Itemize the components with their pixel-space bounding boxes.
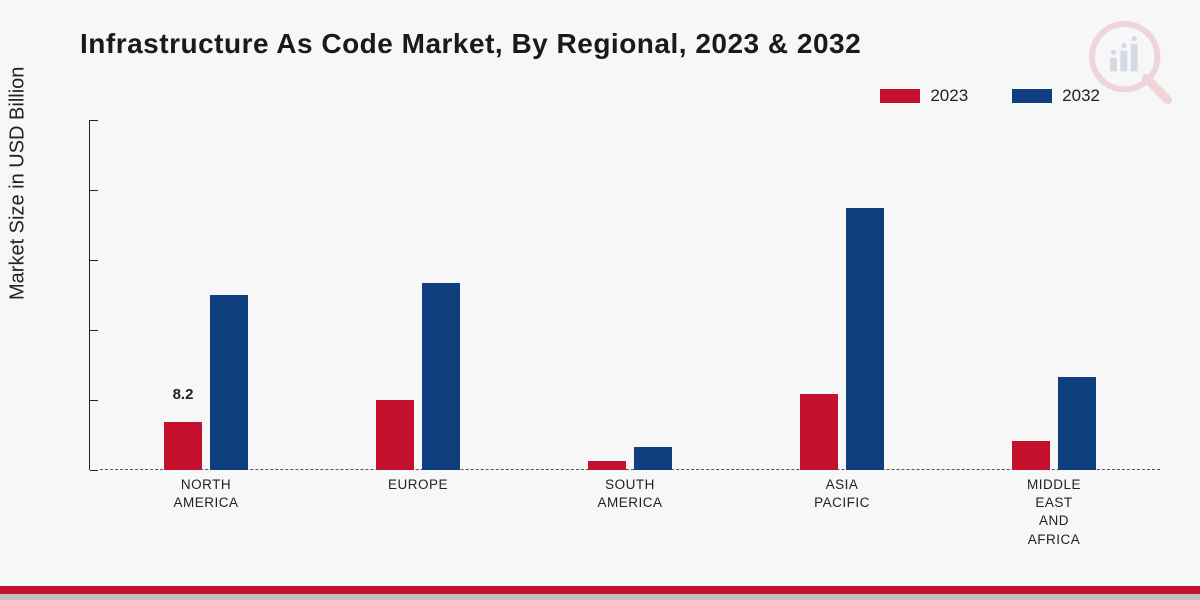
legend-label-2032: 2032 [1062, 86, 1100, 106]
y-axis-line [89, 120, 90, 470]
x-axis-category-label: NORTH AMERICA [173, 476, 238, 512]
legend-item-2032: 2032 [1012, 86, 1100, 106]
legend-item-2023: 2023 [880, 86, 968, 106]
bar [634, 447, 672, 470]
legend: 2023 2032 [880, 86, 1100, 106]
bar [164, 422, 202, 470]
bar [422, 283, 460, 470]
legend-label-2023: 2023 [930, 86, 968, 106]
bar [846, 208, 884, 471]
y-tick [90, 190, 98, 191]
y-tick [90, 400, 98, 401]
bar [1012, 441, 1050, 470]
bar [1058, 377, 1096, 470]
bar-group [1012, 377, 1096, 470]
y-tick [90, 260, 98, 261]
bar-group [164, 295, 248, 470]
chart-canvas: Infrastructure As Code Market, By Region… [0, 0, 1200, 600]
chart-title: Infrastructure As Code Market, By Region… [80, 28, 861, 60]
legend-swatch-2032 [1012, 89, 1052, 103]
bar-group [588, 447, 672, 470]
bar-group [800, 208, 884, 471]
footer-red-stripe [0, 586, 1200, 594]
bar-group [376, 283, 460, 470]
bar [800, 394, 838, 470]
y-tick [90, 120, 98, 121]
legend-swatch-2023 [880, 89, 920, 103]
bar [210, 295, 248, 470]
x-axis-category-label: SOUTH AMERICA [597, 476, 662, 512]
y-tick [90, 470, 98, 471]
plot-area: 8.2 [100, 120, 1160, 470]
y-tick [90, 330, 98, 331]
bar [376, 400, 414, 470]
y-axis-ticks [58, 120, 98, 470]
footer-grey-stripe [0, 594, 1200, 600]
x-axis-category-label: MIDDLE EAST AND AFRICA [1027, 476, 1081, 549]
bar [588, 461, 626, 470]
x-axis-category-label: ASIA PACIFIC [814, 476, 870, 512]
y-axis-label: Market Size in USD Billion [7, 67, 30, 300]
x-axis-category-label: EUROPE [388, 476, 448, 494]
footer-accent-bar [0, 586, 1200, 600]
